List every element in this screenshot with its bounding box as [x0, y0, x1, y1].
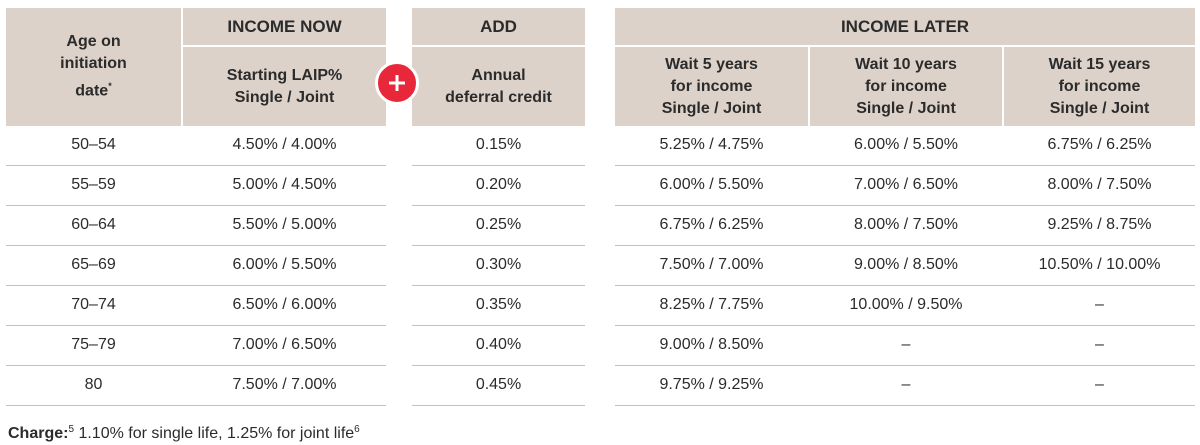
table-cell-w10: 9.00% / 8.50%	[853, 256, 959, 273]
table-cell-age: 65–69	[71, 256, 116, 273]
wait5-line2: for income	[670, 77, 753, 95]
income-later-title: INCOME LATER	[840, 16, 970, 36]
add-sub-line2: deferral credit	[445, 88, 552, 106]
row-divider	[615, 365, 1195, 366]
income-now-subheader: Starting LAIP% Single / Joint	[183, 47, 386, 126]
age-header-line2: initiation	[60, 55, 127, 73]
row-divider	[6, 245, 386, 246]
charge-text: 1.10% for single life, 1.25% for joint l…	[74, 425, 355, 442]
row-divider	[6, 325, 386, 326]
table-cell-credit: 0.35%	[475, 296, 522, 313]
row-divider	[615, 405, 1195, 406]
row-divider	[412, 245, 585, 246]
charge-text-sup: 6	[354, 424, 360, 435]
table-cell-credit: 0.15%	[475, 136, 522, 153]
table-cell-w5: 8.25% / 7.75%	[659, 296, 764, 313]
age-header-line1: Age on	[66, 33, 121, 51]
row-divider	[615, 325, 1195, 326]
add-sub-line1: Annual	[471, 66, 526, 84]
table-cell-age: 55–59	[71, 176, 116, 193]
table-cell-w10: 6.00% / 5.50%	[853, 136, 959, 153]
table-cell-now: 5.50% / 5.00%	[232, 216, 337, 233]
wait10-line1: Wait 10 years	[855, 55, 957, 73]
table-cell-credit: 0.20%	[475, 176, 522, 193]
charge-label-sup: 5	[68, 424, 75, 435]
table-cell-w15: –	[1095, 376, 1104, 393]
wait15-line3: Single / Joint	[1049, 99, 1150, 117]
table-cell-age: 80	[84, 376, 103, 393]
row-divider	[6, 285, 386, 286]
row-divider	[412, 205, 585, 206]
row-divider	[6, 365, 386, 366]
row-divider	[412, 365, 585, 366]
wait5-subheader: Wait 5 years for income Single / Joint	[615, 47, 808, 126]
table-cell-age: 50–54	[71, 136, 116, 153]
age-header: Age on initiation date*	[6, 8, 181, 126]
wait10-subheader: Wait 10 years for income Single / Joint	[810, 47, 1002, 126]
table-cell-w5: 5.25% / 4.75%	[659, 136, 764, 153]
table-cell-w5: 6.75% / 6.25%	[659, 216, 764, 233]
income-later-header: INCOME LATER	[615, 8, 1195, 45]
table-cell-w5: 9.00% / 8.50%	[659, 336, 764, 353]
table-cell-now: 5.00% / 4.50%	[232, 176, 337, 193]
wait15-line2: for income	[1058, 77, 1141, 95]
table-cell-w15: –	[1095, 336, 1104, 353]
add-header: ADD	[412, 8, 585, 45]
table-cell-w5: 9.75% / 9.25%	[659, 376, 764, 393]
table-cell-now: 6.50% / 6.00%	[232, 296, 337, 313]
row-divider	[615, 285, 1195, 286]
plus-icon	[375, 61, 419, 105]
table-cell-now: 6.00% / 5.50%	[232, 256, 337, 273]
table-cell-w10: –	[901, 376, 911, 393]
income-now-sub-line2: Single / Joint	[234, 88, 335, 106]
row-divider	[6, 405, 386, 406]
add-title: ADD	[480, 16, 517, 36]
wait10-line3: Single / Joint	[856, 99, 956, 117]
table-cell-age: 75–79	[71, 336, 116, 353]
age-header-line3: date*	[75, 81, 112, 100]
table-cell-credit: 0.45%	[475, 376, 522, 393]
income-now-header: INCOME NOW	[183, 8, 386, 45]
wait5-line1: Wait 5 years	[665, 55, 758, 73]
row-divider	[412, 405, 585, 406]
table-cell-w10: –	[901, 336, 911, 353]
add-subheader: Annual deferral credit	[412, 47, 585, 126]
row-divider	[615, 165, 1195, 166]
table-cell-w10: 10.00% / 9.50%	[849, 296, 963, 313]
row-divider	[6, 205, 386, 206]
wait15-line1: Wait 15 years	[1048, 55, 1151, 73]
table-cell-now: 7.00% / 6.50%	[232, 336, 337, 353]
row-divider	[412, 285, 585, 286]
table-cell-w15: 6.75% / 6.25%	[1047, 136, 1152, 153]
table-cell-w15: 8.00% / 7.50%	[1047, 176, 1152, 193]
wait5-line3: Single / Joint	[661, 99, 762, 117]
table-cell-w15: –	[1095, 296, 1104, 313]
wait10-line2: for income	[865, 77, 947, 95]
row-divider	[412, 325, 585, 326]
income-now-sub-line1: Starting LAIP%	[226, 66, 343, 84]
row-divider	[6, 165, 386, 166]
row-divider	[615, 205, 1195, 206]
table-cell-credit: 0.30%	[475, 256, 522, 273]
table-cell-age: 70–74	[71, 296, 116, 313]
wait15-subheader: Wait 15 years for income Single / Joint	[1004, 47, 1195, 126]
table-cell-w10: 7.00% / 6.50%	[853, 176, 959, 193]
table-cell-w15: 9.25% / 8.75%	[1047, 216, 1152, 233]
table-cell-now: 4.50% / 4.00%	[232, 136, 337, 153]
table-cell-w5: 7.50% / 7.00%	[659, 256, 764, 273]
table-cell-w5: 6.00% / 5.50%	[659, 176, 764, 193]
charge-footnote: Charge:5 1.10% for single life, 1.25% fo…	[8, 424, 360, 443]
table-cell-age: 60–64	[71, 216, 116, 233]
table-cell-credit: 0.40%	[475, 336, 522, 353]
row-divider	[615, 245, 1195, 246]
table-cell-credit: 0.25%	[475, 216, 522, 233]
table-cell-w10: 8.00% / 7.50%	[853, 216, 959, 233]
charge-label: Charge:	[8, 425, 69, 442]
table-cell-w15: 10.50% / 10.00%	[1038, 256, 1161, 273]
table-cell-now: 7.50% / 7.00%	[232, 376, 337, 393]
row-divider	[412, 165, 585, 166]
income-now-title: INCOME NOW	[227, 16, 342, 36]
